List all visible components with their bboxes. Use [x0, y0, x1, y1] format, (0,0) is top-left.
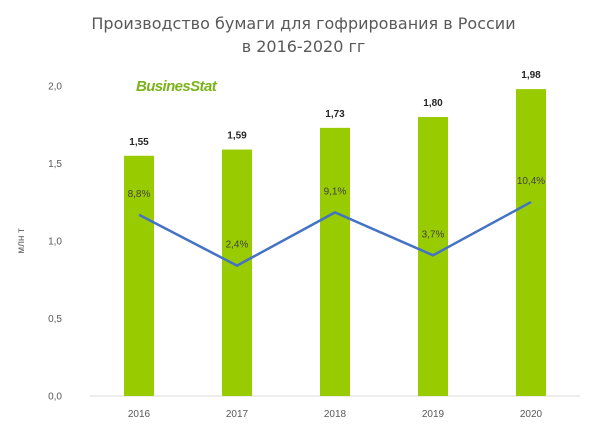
bar-value-label: 1,80	[423, 98, 443, 109]
growth-value-label: 2,4%	[226, 240, 249, 251]
bar-value-label: 1,98	[521, 70, 541, 81]
bar-value-label: 1,73	[325, 109, 345, 120]
x-tick-label: 2019	[422, 409, 445, 420]
x-tick-label: 2017	[226, 409, 249, 420]
y-tick-label: 2,0	[48, 82, 62, 93]
y-tick-label: 1,0	[48, 237, 62, 248]
growth-value-label: 10,4%	[517, 176, 545, 187]
chart-title-line-2: в 2016-2020 гг	[241, 37, 366, 56]
brand-logo: BusinesStat	[136, 78, 217, 95]
growth-value-label: 9,1%	[324, 186, 347, 197]
y-tick-label: 0,5	[48, 314, 62, 325]
growth-line	[138, 200, 532, 267]
chart-title-line-1: Производство бумаги для гофрирования в Р…	[91, 14, 516, 33]
bar	[222, 149, 252, 396]
y-tick-label: 0,0	[48, 392, 62, 403]
y-tick-label: 1,5	[48, 159, 62, 170]
bar-value-label: 1,59	[227, 131, 247, 142]
x-tick-label: 2020	[520, 409, 543, 420]
y-axis-label: млн т	[16, 228, 27, 254]
bar-value-label: 1,55	[129, 137, 149, 148]
growth-value-label: 3,7%	[422, 229, 445, 240]
bar	[124, 155, 154, 396]
x-tick-label: 2016	[128, 409, 151, 420]
x-tick-label: 2018	[324, 409, 347, 420]
bar	[516, 89, 546, 396]
growth-value-label: 8,8%	[128, 189, 151, 200]
bar	[320, 127, 350, 396]
